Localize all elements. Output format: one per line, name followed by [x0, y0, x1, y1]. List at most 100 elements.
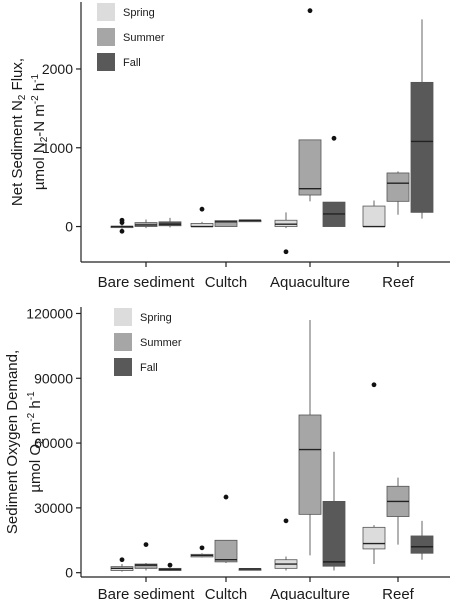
legend-label-summer: Summer: [140, 337, 182, 349]
box-body: [410, 535, 434, 554]
outlier-point: [199, 545, 205, 551]
y-axis-title-part: -1: [30, 73, 41, 82]
category-label-bare-sediment: Bare sediment: [98, 586, 196, 600]
box-fall-cultch: [238, 568, 262, 571]
y-axis-title: µmol O2​ m-2​ h-1​: [26, 391, 46, 493]
box-body: [298, 139, 322, 196]
y-axis-title-part: -N m: [31, 104, 48, 137]
category-label-cultch: Cultch: [205, 274, 248, 291]
outlier-point: [307, 8, 313, 14]
legend-label-spring: Spring: [123, 7, 155, 19]
outlier-point: [167, 562, 173, 568]
y-axis-title-part: -2: [30, 95, 41, 104]
box-body: [274, 219, 298, 227]
y-axis-title-part: h: [27, 400, 44, 413]
y-axis-title-part: µmol O: [27, 444, 44, 493]
legend-label-fall: Fall: [123, 57, 141, 69]
y-tick-label: 30000: [34, 500, 73, 516]
outlier-point: [283, 249, 289, 255]
box-summer-reef: [386, 171, 410, 215]
legend-label-spring: Spring: [140, 312, 172, 324]
box-spring-aquaculture: [274, 518, 298, 571]
box-body: [386, 172, 410, 202]
y-axis-title-part: -2: [26, 412, 37, 421]
outlier-point: [119, 217, 125, 223]
box-fall-reef: [410, 520, 434, 560]
box-spring-cultch: [190, 545, 214, 558]
y-axis-title-part: -1: [26, 391, 37, 400]
y-axis-title-part: Net Sediment N: [9, 100, 26, 206]
y-axis-title-part: h: [31, 83, 48, 96]
y-tick-label: 120000: [26, 305, 73, 321]
box-summer-aquaculture: [298, 319, 322, 556]
category-label-cultch: Cultch: [205, 586, 248, 600]
legend-swatch-fall: [97, 53, 115, 71]
box-summer-bare-sediment: [134, 219, 158, 229]
box-body: [214, 539, 238, 563]
box-fall-reef: [410, 19, 434, 219]
box-summer-bare-sediment: [134, 542, 158, 571]
y-tick-label: 1000: [42, 140, 73, 156]
legend-swatch-fall: [114, 358, 132, 376]
box-fall-bare-sediment: [158, 217, 182, 228]
box-body: [298, 414, 322, 515]
y-axis-title: Sediment Oxygen Demand,: [4, 350, 21, 534]
box-fall-cultch: [238, 219, 262, 223]
box-spring-cultch: [190, 206, 214, 228]
y-axis-title: µmol N2​-N m-2​ h-1​: [30, 73, 50, 190]
box-body: [362, 526, 386, 550]
y-axis-title-part: 2: [35, 438, 46, 444]
outlier-point: [331, 135, 337, 141]
outlier-point: [143, 542, 149, 547]
box-spring-bare-sediment: [110, 557, 134, 572]
y-axis-title-part: 2: [39, 136, 50, 142]
y-axis-title-part: Sediment Oxygen Demand,: [4, 350, 21, 534]
outlier-point: [283, 518, 289, 524]
box-fall-aquaculture: [322, 451, 346, 571]
y-axis-title-part: m: [27, 422, 44, 439]
box-body: [134, 563, 158, 569]
category-label-reef: Reef: [382, 274, 415, 291]
outlier-point: [119, 557, 125, 563]
y-tick-label: 90000: [34, 370, 73, 386]
y-tick-label: 0: [65, 219, 73, 235]
category-label-bare-sediment: Bare sediment: [98, 274, 196, 291]
outlier-point: [199, 206, 205, 212]
category-label-aquaculture: Aquaculture: [270, 274, 350, 291]
y-axis-title: Net Sediment N2​ Flux,: [9, 58, 28, 206]
box-spring-bare-sediment: [110, 217, 134, 234]
legend: Spring Summer Fall: [97, 3, 165, 71]
box-fall-bare-sediment: [158, 562, 182, 571]
box-summer-aquaculture: [298, 8, 322, 202]
box-fall-aquaculture: [322, 135, 346, 227]
outlier-point: [119, 228, 125, 234]
box-summer-cultch: [214, 494, 238, 563]
y-tick-label: 2000: [42, 61, 73, 77]
box-spring-aquaculture: [274, 212, 298, 255]
legend-swatch-spring: [97, 3, 115, 21]
y-axis-title-part: Flux,: [9, 58, 26, 95]
box-body: [214, 220, 238, 227]
legend-label-summer: Summer: [123, 32, 165, 44]
y-tick-label: 60000: [34, 435, 73, 451]
legend: Spring Summer Fall: [114, 308, 182, 376]
box-spring-reef: [362, 382, 386, 565]
box-body: [362, 205, 386, 227]
category-label-aquaculture: Aquaculture: [270, 586, 350, 600]
box-body: [410, 81, 434, 213]
legend-swatch-summer: [97, 28, 115, 46]
box-spring-reef: [362, 200, 386, 228]
y-axis-title-part: 2: [17, 94, 28, 100]
legend-label-fall: Fall: [140, 362, 158, 374]
box-body: [322, 500, 346, 567]
oxygen-demand-panel: 0 30000 60000 90000 120000 Bare sediment Cultc…: [4, 305, 450, 600]
outlier-point: [223, 494, 229, 500]
box-summer-reef: [386, 477, 410, 545]
category-label-reef: Reef: [382, 586, 415, 600]
y-axis-title-part: µmol N: [31, 142, 48, 190]
legend-swatch-summer: [114, 333, 132, 351]
n2-flux-panel: 0 1000 2000 Bare sediment Cultch Aquaculture R…: [9, 2, 450, 291]
legend-swatch-spring: [114, 308, 132, 326]
y-tick-label: 0: [65, 565, 73, 581]
